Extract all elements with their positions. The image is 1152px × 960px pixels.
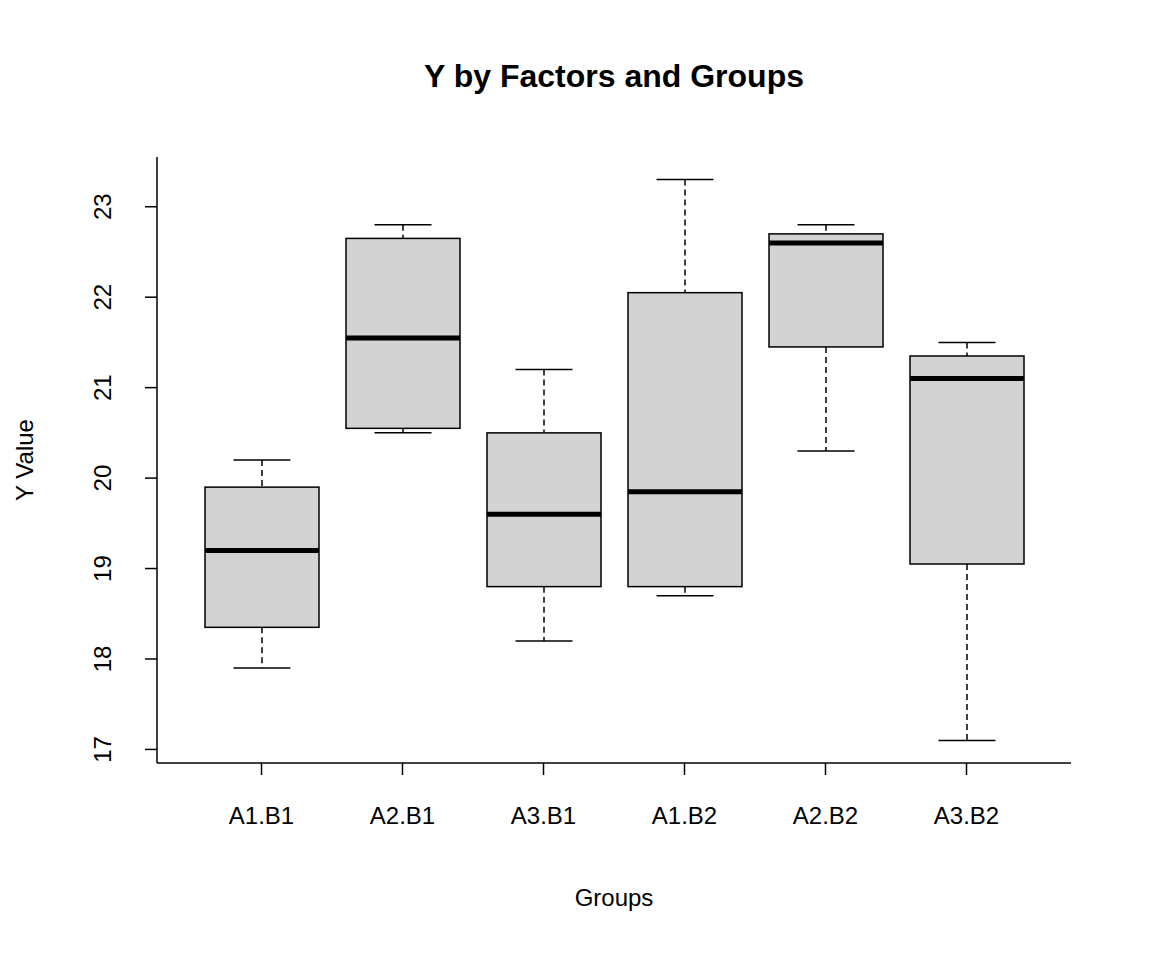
html-text:Groups: Groups <box>574 884 654 911</box>
svg-text:A2.B2: A2.B2 <box>793 802 858 829</box>
html-text:Y Value: Y Value <box>11 419 38 501</box>
svg-text:18: 18 <box>90 646 117 673</box>
svg-text:19: 19 <box>90 555 117 582</box>
svg-text:21: 21 <box>90 374 117 401</box>
svg-text:20: 20 <box>90 465 117 492</box>
svg-text:A1.B2: A1.B2 <box>652 802 717 829</box>
svg-text:A1.B1: A1.B1 <box>229 802 294 829</box>
svg-text:A3.B1: A3.B1 <box>511 802 576 829</box>
html-text:Y by Factors and Groups: Y by Factors and Groups <box>424 58 804 94</box>
svg-text:A2.B1: A2.B1 <box>370 802 435 829</box>
svg-text:23: 23 <box>90 193 117 220</box>
svg-text:A3.B2: A3.B2 <box>934 802 999 829</box>
svg-text:17: 17 <box>90 736 117 763</box>
svg-text:22: 22 <box>90 284 117 311</box>
